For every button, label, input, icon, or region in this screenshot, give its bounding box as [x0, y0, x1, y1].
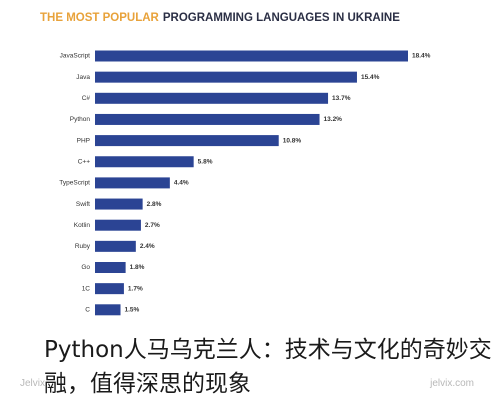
bar — [95, 240, 136, 252]
category-label: TypeScript — [59, 180, 90, 187]
bar — [95, 113, 320, 125]
overlay-backdrop — [0, 326, 492, 409]
category-label: Go — [81, 264, 90, 271]
value-label: 5.8% — [198, 158, 213, 165]
watermark: Jelvix — [20, 378, 46, 389]
category-label: Kotlin — [74, 222, 91, 229]
category-label: Swift — [76, 201, 90, 208]
category-label: Ruby — [75, 243, 91, 250]
bar — [95, 177, 170, 189]
bar — [95, 156, 194, 168]
value-label: 1.7% — [128, 285, 143, 292]
overlay-caption: Python人马乌克兰人：技术与文化的奇妙交融，值得深思的现象 — [44, 337, 492, 397]
bar — [95, 71, 357, 83]
value-label: 15.4% — [361, 74, 380, 81]
value-label: 4.4% — [174, 180, 189, 187]
bar — [95, 219, 141, 231]
value-label: 2.4% — [140, 243, 155, 250]
category-label: Python — [70, 116, 91, 123]
title-highlight: THE MOST POPULAR — [40, 12, 160, 24]
category-label: JavaScript — [60, 53, 91, 60]
value-label: 1.8% — [130, 264, 145, 271]
bar — [95, 50, 408, 62]
bar — [95, 198, 143, 210]
value-label: 10.8% — [283, 137, 302, 144]
value-label: 2.7% — [145, 222, 160, 229]
value-label: 2.8% — [147, 201, 162, 208]
bar — [95, 304, 121, 316]
category-label: 1C — [82, 285, 91, 292]
value-label: 18.4% — [412, 53, 431, 60]
category-label: C# — [82, 95, 91, 102]
value-label: 13.2% — [324, 116, 343, 123]
category-label: PHP — [77, 137, 90, 144]
category-label: C++ — [78, 158, 90, 165]
title-rest: PROGRAMMING LANGUAGES IN UKRAINE — [163, 12, 400, 24]
category-label: C — [85, 307, 90, 314]
chart-title: THE MOST POPULAR PROGRAMMING LANGUAGES IN… — [40, 12, 400, 24]
watermark: jelvix.com — [430, 378, 474, 389]
bar — [95, 262, 126, 273]
category-label: Java — [76, 74, 90, 81]
value-label: 1.5% — [125, 307, 140, 314]
value-label: 13.7% — [332, 95, 351, 102]
bar — [95, 283, 124, 295]
bar — [95, 135, 279, 147]
bar — [95, 92, 329, 104]
